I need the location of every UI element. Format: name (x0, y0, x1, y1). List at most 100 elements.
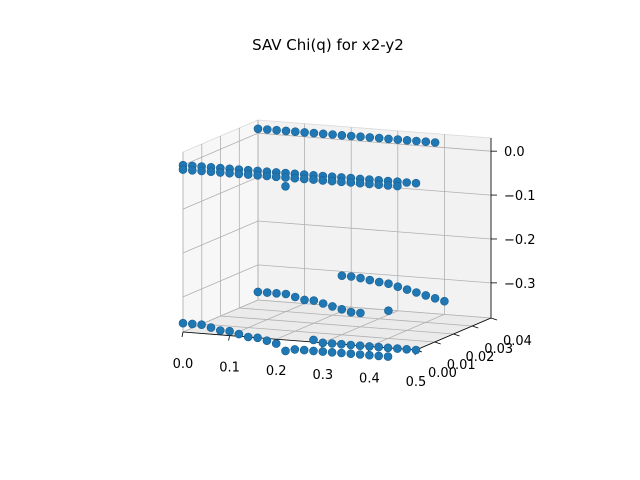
data-points (178, 124, 449, 361)
data-point (337, 339, 346, 349)
data-point (318, 347, 328, 356)
data-point (412, 136, 421, 146)
y-gridline (220, 136, 454, 335)
y-tick-label: 0.02 (466, 350, 495, 365)
data-point (402, 344, 412, 354)
data-point (421, 291, 431, 300)
data-point (402, 136, 412, 145)
data-point (412, 288, 421, 297)
data-point (346, 272, 356, 281)
data-point (355, 178, 365, 188)
data-point (225, 326, 234, 336)
data-point (206, 323, 216, 332)
data-point (309, 128, 319, 138)
z-tick-label: −0.2 (504, 233, 536, 248)
y-tick-mark (453, 333, 460, 337)
x-tick-label: 0.4 (359, 371, 380, 386)
data-point (355, 350, 365, 359)
x-tick-mark (181, 331, 184, 338)
data-point (234, 329, 244, 339)
data-point (374, 133, 384, 143)
data-point (393, 181, 402, 191)
data-point (440, 296, 449, 306)
chart-title: SAV Chi(q) for x2-y2 (252, 36, 404, 54)
data-point (346, 307, 356, 317)
data-point (262, 336, 272, 346)
data-point (262, 171, 272, 181)
data-point (281, 126, 291, 136)
data-point (243, 170, 253, 179)
data-point (262, 288, 272, 297)
data-point (337, 131, 347, 140)
back-pane (257, 119, 492, 319)
data-point (271, 339, 281, 348)
data-point (216, 326, 225, 335)
data-point (393, 282, 403, 292)
z-gridline (182, 264, 492, 298)
tick-labels: 0.0 0.1 0.2 0.3 0.4 0.50.000.010.020.030.04 0.… (173, 145, 536, 390)
data-point (290, 127, 300, 136)
data-point (327, 347, 337, 357)
data-point (374, 351, 384, 361)
y-gridline (238, 128, 473, 327)
y-tick-label: 0.00 (428, 366, 457, 381)
data-point (328, 302, 337, 311)
data-point (216, 168, 225, 177)
data-point (318, 129, 328, 139)
data-point (430, 138, 440, 147)
data-point (327, 176, 337, 186)
data-point (281, 289, 291, 299)
data-point (272, 125, 281, 135)
data-point (402, 178, 412, 187)
data-point (309, 346, 318, 356)
data-point (299, 174, 309, 184)
data-point (328, 130, 337, 139)
data-point (300, 128, 309, 137)
data-point (262, 125, 272, 134)
data-point (337, 177, 346, 187)
y-tick-mark (490, 317, 498, 321)
data-point (272, 288, 281, 298)
data-point (281, 182, 290, 191)
z-gridline (182, 220, 492, 254)
data-point (290, 173, 300, 183)
data-point (356, 273, 365, 283)
data-point (411, 178, 421, 188)
data-point (430, 293, 440, 303)
z-gridline (182, 132, 492, 166)
data-point (383, 343, 393, 353)
data-point (365, 350, 374, 360)
data-point (290, 345, 300, 354)
data-point (384, 134, 393, 144)
data-point (346, 349, 356, 359)
data-point (234, 169, 244, 179)
data-point (383, 181, 393, 190)
data-point (365, 133, 375, 142)
data-point (318, 176, 328, 185)
data-point (374, 277, 384, 287)
data-point (421, 137, 431, 146)
data-point (271, 172, 281, 182)
data-point (299, 345, 309, 355)
x-tick-label: 0.2 (266, 364, 287, 379)
data-point (309, 175, 318, 184)
data-point (384, 279, 393, 289)
data-point (281, 173, 290, 182)
data-point (318, 299, 328, 308)
data-point (178, 318, 188, 328)
data-point (337, 304, 347, 314)
data-point (346, 178, 356, 187)
data-point (356, 132, 365, 141)
z-tick-label: −0.3 (504, 277, 536, 292)
data-point (281, 346, 290, 356)
data-point (337, 348, 346, 358)
data-point (374, 342, 384, 352)
data-point (393, 344, 402, 353)
data-point (253, 171, 262, 180)
data-point (374, 180, 384, 189)
data-point (253, 333, 262, 343)
y-gridline (257, 120, 492, 319)
data-point (225, 168, 234, 178)
